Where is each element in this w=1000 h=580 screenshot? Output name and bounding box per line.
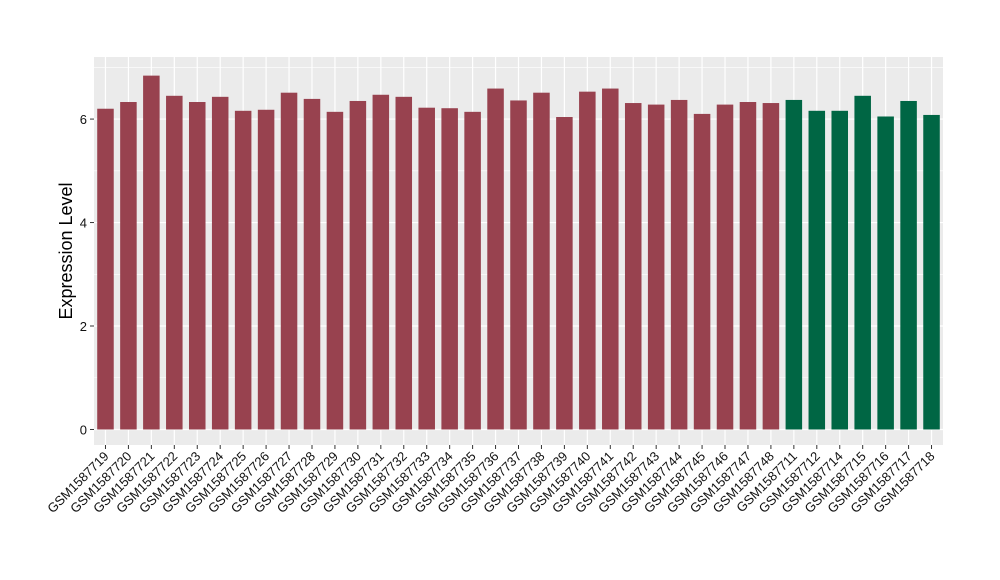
- y-axis: 0 2 4 6: [80, 112, 94, 437]
- bar-GSM1587729: [326, 111, 344, 430]
- x-axis: GSM1587719GSM1587720GSM1587721GSM1587722…: [44, 445, 938, 516]
- bar-GSM1587741: [602, 88, 619, 430]
- bar-GSM1587744: [670, 99, 688, 430]
- bar-GSM1587739: [556, 117, 573, 430]
- bar-GSM1587748: [762, 103, 780, 430]
- bars-group: [97, 75, 940, 430]
- bar-GSM1587737: [510, 100, 527, 430]
- bar-GSM1587747: [739, 102, 757, 430]
- y-tick-label: 6: [80, 112, 87, 127]
- bar-GSM1587722: [166, 95, 183, 430]
- bar-GSM1587712: [808, 110, 826, 430]
- bar-GSM1587740: [579, 91, 596, 430]
- bar-GSM1587738: [533, 92, 550, 430]
- bar-GSM1587728: [303, 98, 321, 430]
- bar-GSM1587720: [120, 102, 137, 430]
- bar-GSM1587715: [854, 95, 871, 430]
- bar-GSM1587725: [234, 110, 252, 430]
- bar-GSM1587716: [877, 116, 894, 430]
- bar-GSM1587730: [349, 100, 367, 430]
- bar-GSM1587721: [143, 75, 160, 430]
- y-tick-label: 2: [80, 319, 87, 334]
- bar-GSM1587732: [395, 96, 413, 430]
- bar-GSM1587742: [624, 103, 642, 430]
- bar-GSM1587746: [716, 104, 734, 430]
- bar-GSM1587733: [418, 107, 435, 430]
- bar-GSM1587718: [923, 114, 940, 430]
- bar-GSM1587723: [188, 102, 206, 430]
- bar-GSM1587743: [647, 104, 665, 430]
- bar-GSM1587714: [831, 110, 849, 430]
- bar-GSM1587735: [464, 111, 481, 430]
- bar-GSM1587731: [372, 94, 390, 430]
- bar-GSM1587724: [211, 96, 229, 430]
- bar-GSM1587745: [693, 113, 711, 430]
- y-axis-title: Expression Level: [56, 182, 76, 319]
- bar-GSM1587719: [97, 108, 114, 430]
- bar-GSM1587734: [441, 108, 458, 430]
- bar-GSM1587717: [900, 100, 917, 430]
- bar-GSM1587727: [280, 92, 298, 430]
- y-tick-label: 0: [80, 422, 87, 437]
- bar-GSM1587711: [785, 99, 803, 430]
- bar-GSM1587736: [487, 88, 504, 430]
- bar-GSM1587726: [257, 109, 275, 430]
- y-tick-label: 4: [80, 216, 87, 231]
